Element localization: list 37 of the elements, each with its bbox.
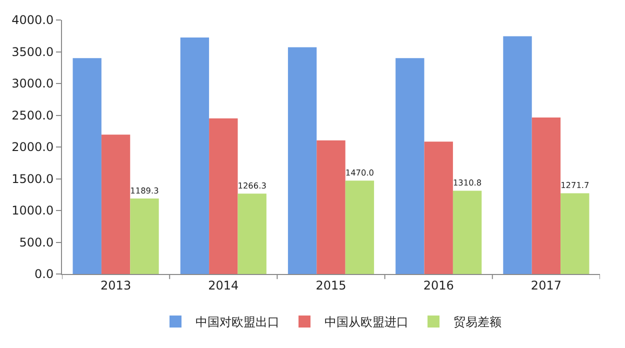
data-label: 1266.3 xyxy=(238,180,266,191)
bar xyxy=(288,47,317,274)
y-tick-label: 1500.0 xyxy=(12,172,54,186)
bar xyxy=(424,142,453,274)
bar xyxy=(316,140,346,274)
bar xyxy=(452,190,482,274)
y-tick-label: 4000.0 xyxy=(12,13,54,28)
data-label: 1271.7 xyxy=(560,180,590,190)
y-tick-label: 0.0 xyxy=(34,267,54,282)
bar xyxy=(209,118,238,274)
bar xyxy=(503,36,532,274)
x-tick-label: 2017 xyxy=(530,278,562,292)
y-tick-label: 1000.0 xyxy=(12,204,54,218)
legend-label: 中国从欧盟进口 xyxy=(324,315,408,330)
bar xyxy=(345,180,374,274)
x-tick-label: 2014 xyxy=(208,278,239,292)
x-tick-label: 2013 xyxy=(100,278,132,292)
bar xyxy=(101,134,130,274)
bar xyxy=(396,58,424,274)
y-tick-label: 2500.0 xyxy=(12,108,54,122)
legend-label: 贸易差额 xyxy=(454,315,502,330)
bar xyxy=(238,194,266,274)
bar xyxy=(130,198,159,274)
y-tick-label: 500.0 xyxy=(19,235,54,250)
bar xyxy=(560,193,590,274)
data-label: 1310.8 xyxy=(452,178,482,188)
bar xyxy=(72,58,102,274)
x-tick-label: 2015 xyxy=(316,278,346,292)
data-label: 1189.3 xyxy=(130,185,159,196)
y-tick-label: 3500.0 xyxy=(12,44,54,59)
x-tick-label: 2016 xyxy=(423,278,454,292)
data-label: 1470.0 xyxy=(345,168,374,178)
bar xyxy=(532,117,561,274)
legend-label: 中国对欧盟出口 xyxy=(196,315,280,330)
bar xyxy=(180,37,210,274)
y-tick-label: 3000.0 xyxy=(12,76,54,91)
y-tick-label: 2000.0 xyxy=(12,140,54,154)
